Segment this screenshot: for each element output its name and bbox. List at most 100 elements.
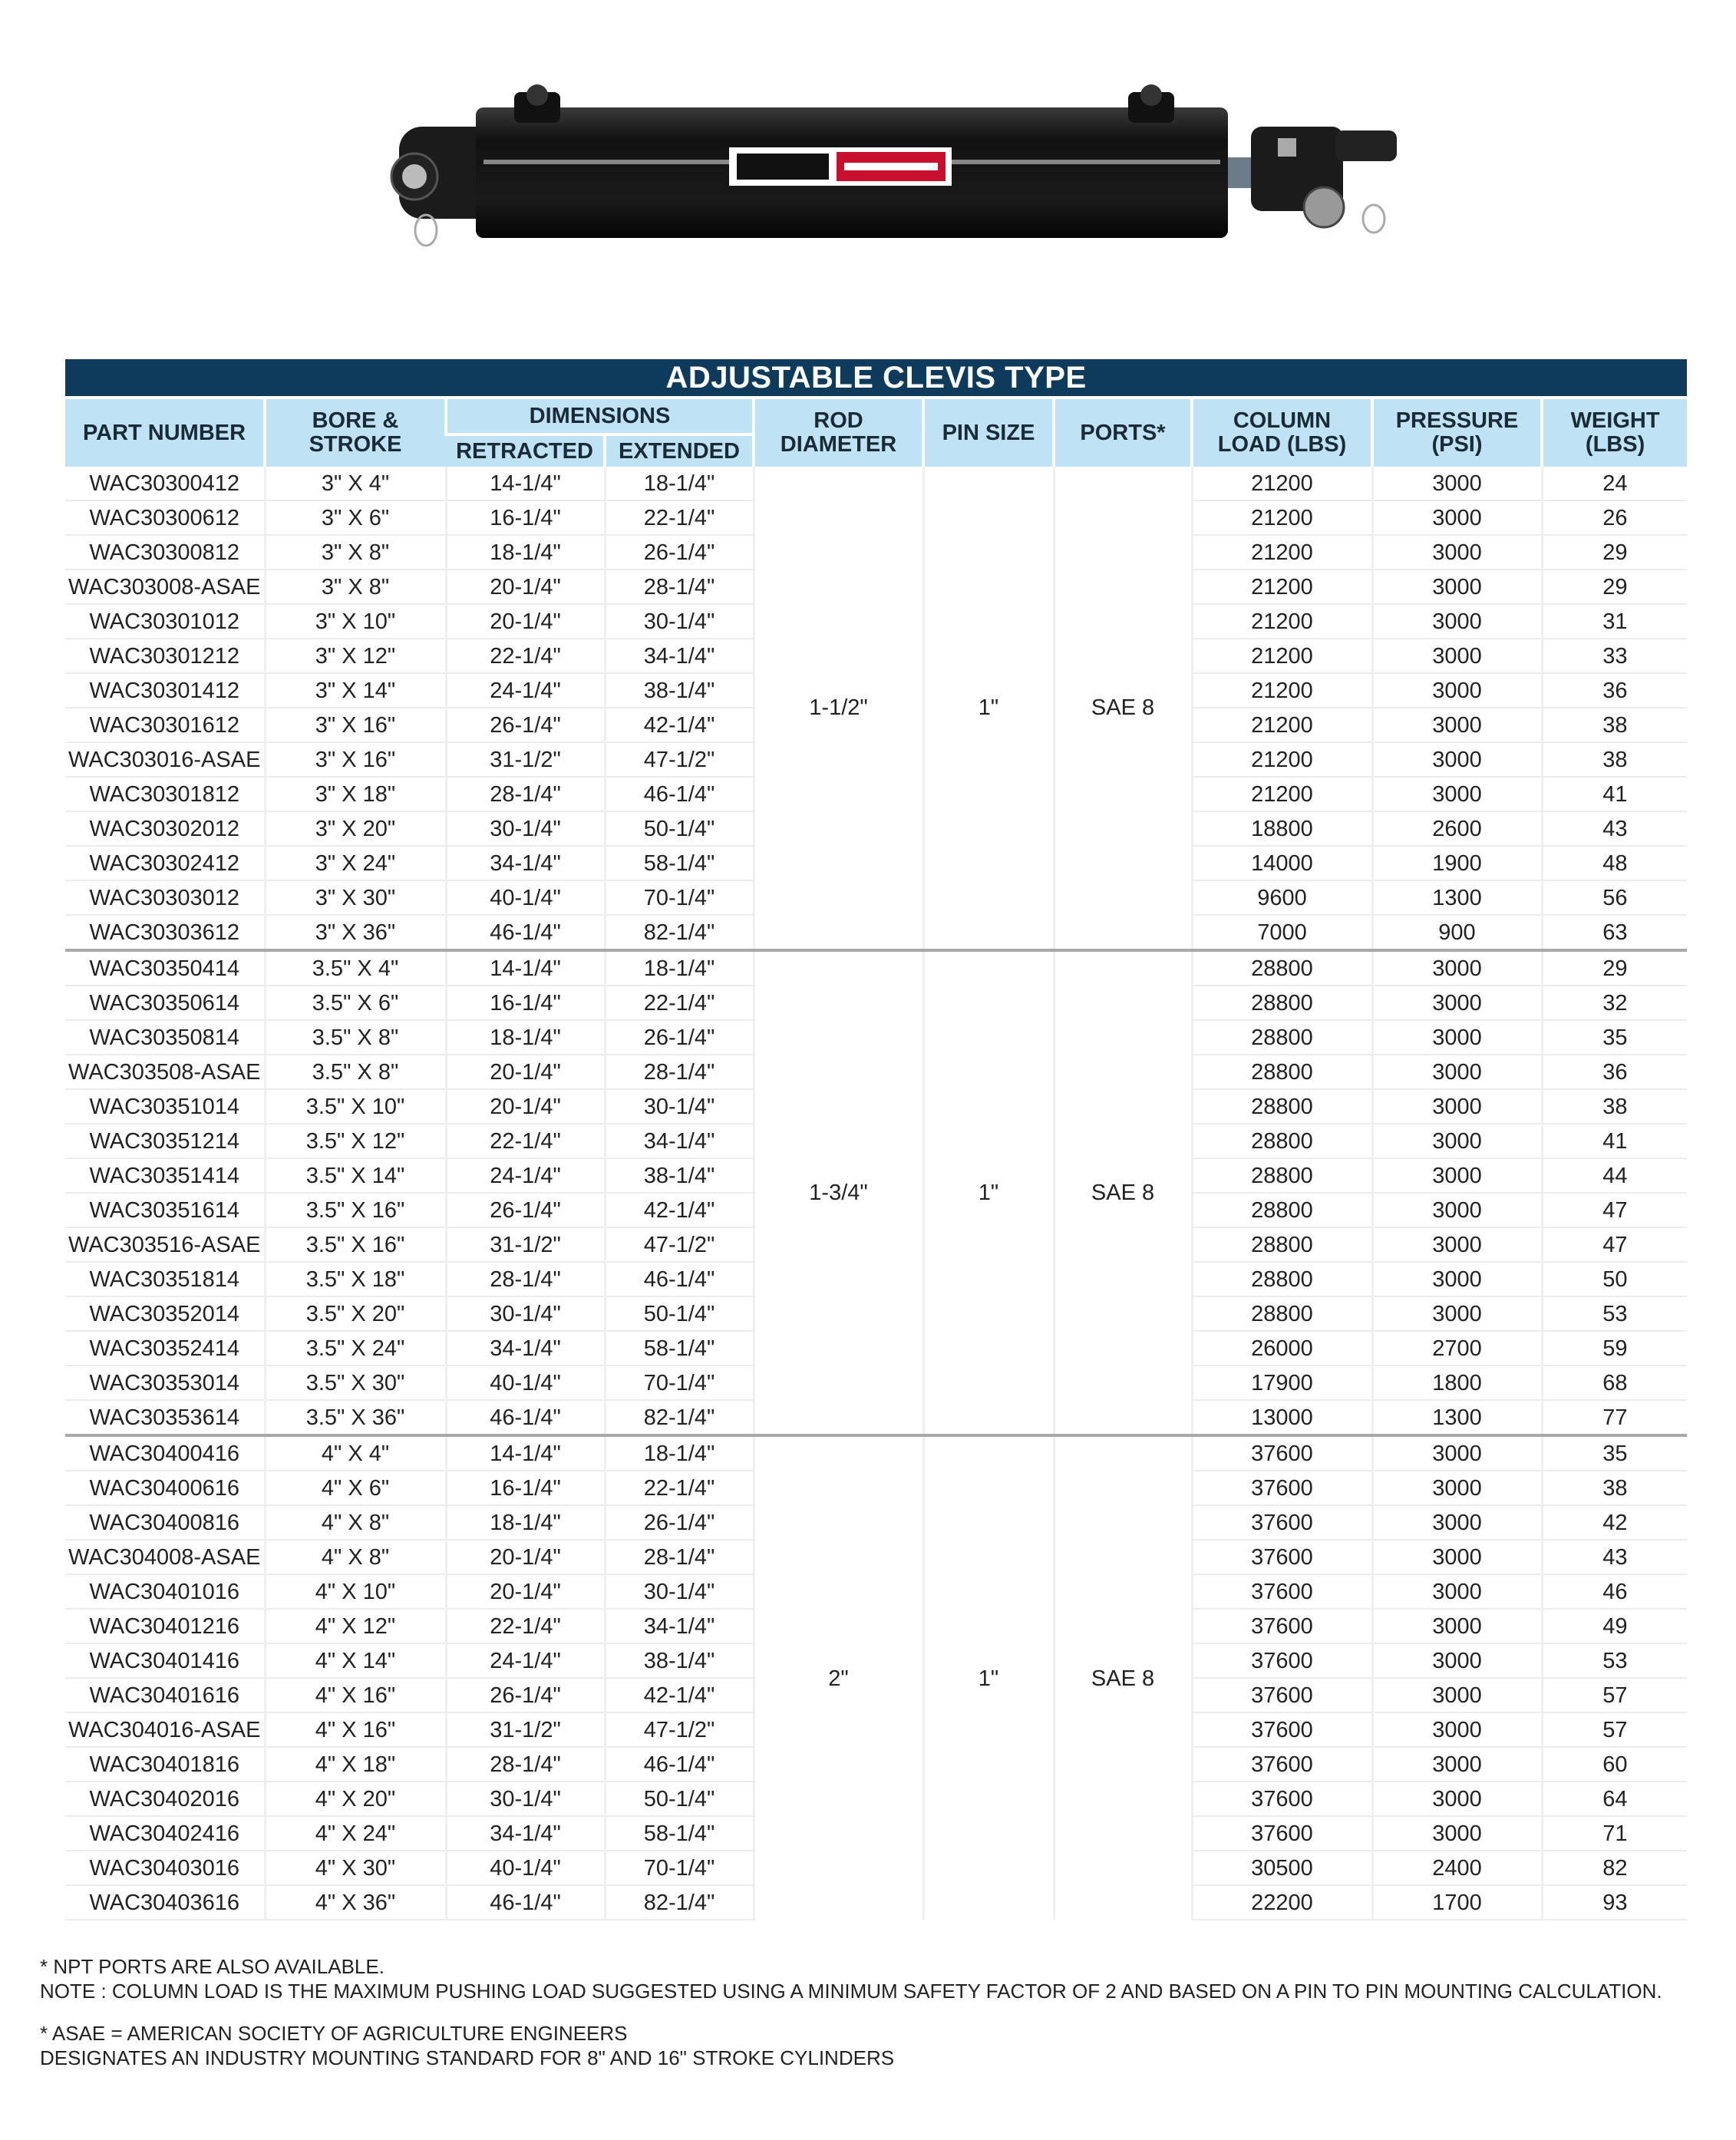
cell-weight: 36 xyxy=(1540,1055,1688,1090)
cell-column-load: 9600 xyxy=(1190,880,1372,916)
cell-weight: 57 xyxy=(1540,1712,1688,1748)
cell-column-load: 28800 xyxy=(1190,1193,1372,1228)
cell-pressure: 1900 xyxy=(1371,846,1542,881)
cell-part-number: WAC30401016 xyxy=(65,1574,265,1610)
cell-extended: 22-1/4" xyxy=(603,986,754,1021)
cell-column-load: 18800 xyxy=(1190,811,1372,847)
table-row: WAC304016-ASAE 4" X 16" 31-1/2" 47-1/2" 3760… xyxy=(65,1712,1688,1748)
cell-weight: 71 xyxy=(1540,1816,1688,1851)
cell-weight: 41 xyxy=(1540,1124,1688,1159)
cell-retracted: 20-1/4" xyxy=(444,604,605,639)
cell-weight: 77 xyxy=(1540,1400,1688,1436)
cell-extended: 47-1/2" xyxy=(603,1712,754,1748)
cell-part-number: WAC30302412 xyxy=(65,846,265,881)
cell-extended: 42-1/4" xyxy=(603,1678,754,1713)
cell-part-number: WAC30351814 xyxy=(65,1262,265,1297)
cell-ports: SAE 8 xyxy=(1052,949,1192,1435)
cell-extended: 50-1/4" xyxy=(603,1296,754,1332)
table-row: WAC30351814 3.5" X 18" 28-1/4" 46-1/4" 28800… xyxy=(65,1262,1688,1297)
cell-extended: 42-1/4" xyxy=(603,708,754,743)
table-row: WAC30351214 3.5" X 12" 22-1/4" 34-1/4" 28800… xyxy=(65,1124,1688,1159)
cell-part-number: WAC30351014 xyxy=(65,1089,265,1124)
cell-part-number: WAC30400416 xyxy=(65,1434,265,1471)
table-row: WAC30300412 3" X 4" 14-1/4" 18-1/4" 1-1/2" 1"… xyxy=(65,467,1688,950)
cell-weight: 29 xyxy=(1540,535,1688,570)
cell-weight: 68 xyxy=(1540,1366,1688,1401)
table-row: WAC303016-ASAE 3" X 16" 31-1/2" 47-1/2" 2120… xyxy=(65,742,1688,778)
cell-column-load: 21200 xyxy=(1190,604,1372,639)
cell-extended: 34-1/4" xyxy=(603,1124,754,1159)
cell-extended: 18-1/4" xyxy=(603,949,754,986)
header-retracted: RETRACTED xyxy=(446,433,605,467)
cell-bore-stroke: 4" X 12" xyxy=(263,1609,446,1644)
cell-column-load: 28800 xyxy=(1190,1089,1372,1124)
table-row: WAC30402016 4" X 20" 30-1/4" 50-1/4" 37600 30… xyxy=(65,1782,1688,1817)
table-row: WAC30300612 3" X 6" 16-1/4" 22-1/4" 21200 300… xyxy=(65,500,1688,536)
cell-retracted: 18-1/4" xyxy=(444,535,605,570)
header-dimensions: DIMENSIONS xyxy=(444,398,754,434)
table-row: WAC30401816 4" X 18" 28-1/4" 46-1/4" 37600 30… xyxy=(65,1747,1688,1782)
cell-part-number: WAC30300412 xyxy=(65,467,265,501)
cell-column-load: 22200 xyxy=(1190,1885,1372,1920)
cell-column-load: 28800 xyxy=(1190,949,1372,986)
header-extended: EXTENDED xyxy=(603,433,754,467)
cell-weight: 26 xyxy=(1540,500,1688,536)
cell-retracted: 22-1/4" xyxy=(444,639,605,674)
cell-pressure: 3000 xyxy=(1371,1471,1542,1506)
cell-weight: 44 xyxy=(1540,1158,1688,1194)
cell-pressure: 3000 xyxy=(1371,742,1542,778)
table-row: WAC30351614 3.5" X 16" 26-1/4" 42-1/4" 28800… xyxy=(65,1193,1688,1228)
cell-column-load: 28800 xyxy=(1190,1296,1372,1332)
cell-part-number: WAC30401216 xyxy=(65,1609,265,1644)
table-row: WAC303508-ASAE 3.5" X 8" 20-1/4" 28-1/4" 288… xyxy=(65,1055,1688,1090)
table-row: WAC30302012 3" X 20" 30-1/4" 50-1/4" 18800 26… xyxy=(65,811,1688,847)
cell-pressure: 3000 xyxy=(1371,1505,1542,1541)
cell-column-load: 28800 xyxy=(1190,1227,1372,1263)
cell-pressure: 3000 xyxy=(1371,535,1542,570)
cell-column-load: 21200 xyxy=(1190,639,1372,674)
cell-weight: 48 xyxy=(1540,846,1688,881)
cell-bore-stroke: 3" X 36" xyxy=(263,915,446,951)
cell-part-number: WAC30352014 xyxy=(65,1296,265,1332)
cell-retracted: 20-1/4" xyxy=(444,1574,605,1610)
cell-retracted: 14-1/4" xyxy=(444,467,605,501)
cell-rod-diameter: 2" xyxy=(752,1434,923,1920)
cell-pressure: 2600 xyxy=(1371,811,1542,847)
table-row: WAC30351014 3.5" X 10" 20-1/4" 30-1/4" 28800… xyxy=(65,1089,1688,1124)
cell-retracted: 46-1/4" xyxy=(444,1885,605,1920)
cell-pressure: 3000 xyxy=(1371,1540,1542,1575)
cell-weight: 42 xyxy=(1540,1505,1688,1541)
cell-weight: 35 xyxy=(1540,1434,1688,1471)
table-row: WAC30351414 3.5" X 14" 24-1/4" 38-1/4" 28800… xyxy=(65,1158,1688,1194)
cell-weight: 63 xyxy=(1540,915,1688,951)
cell-part-number: WAC304016-ASAE xyxy=(65,1712,265,1748)
cell-bore-stroke: 3" X 30" xyxy=(263,880,446,916)
cell-pressure: 3000 xyxy=(1371,1089,1542,1124)
cell-column-load: 37600 xyxy=(1190,1609,1372,1644)
cell-extended: 38-1/4" xyxy=(603,1643,754,1679)
cell-retracted: 22-1/4" xyxy=(444,1124,605,1159)
cell-column-load: 17900 xyxy=(1190,1366,1372,1401)
table-title: ADJUSTABLE CLEVIS TYPE xyxy=(65,359,1688,399)
cell-extended: 46-1/4" xyxy=(603,777,754,812)
header-ports: PORTS* xyxy=(1052,398,1192,467)
cell-part-number: WAC30351214 xyxy=(65,1124,265,1159)
cell-extended: 28-1/4" xyxy=(603,1055,754,1090)
cell-pressure: 1700 xyxy=(1371,1885,1542,1920)
cell-column-load: 37600 xyxy=(1190,1471,1372,1506)
cell-retracted: 20-1/4" xyxy=(444,1540,605,1575)
cell-extended: 34-1/4" xyxy=(603,639,754,674)
cell-extended: 50-1/4" xyxy=(603,1782,754,1817)
cell-bore-stroke: 4" X 16" xyxy=(263,1678,446,1713)
spec-table: ADJUSTABLE CLEVIS TYPE PART NUMBER BORE … xyxy=(65,359,1688,1920)
cell-column-load: 21200 xyxy=(1190,742,1372,778)
cell-part-number: WAC30403016 xyxy=(65,1851,265,1886)
cell-extended: 38-1/4" xyxy=(603,673,754,708)
cell-column-load: 37600 xyxy=(1190,1712,1372,1748)
cell-retracted: 26-1/4" xyxy=(444,708,605,743)
cell-retracted: 30-1/4" xyxy=(444,811,605,847)
cell-extended: 30-1/4" xyxy=(603,1089,754,1124)
cell-bore-stroke: 3" X 12" xyxy=(263,639,446,674)
cell-column-load: 30500 xyxy=(1190,1851,1372,1886)
cell-bore-stroke: 3" X 24" xyxy=(263,846,446,881)
